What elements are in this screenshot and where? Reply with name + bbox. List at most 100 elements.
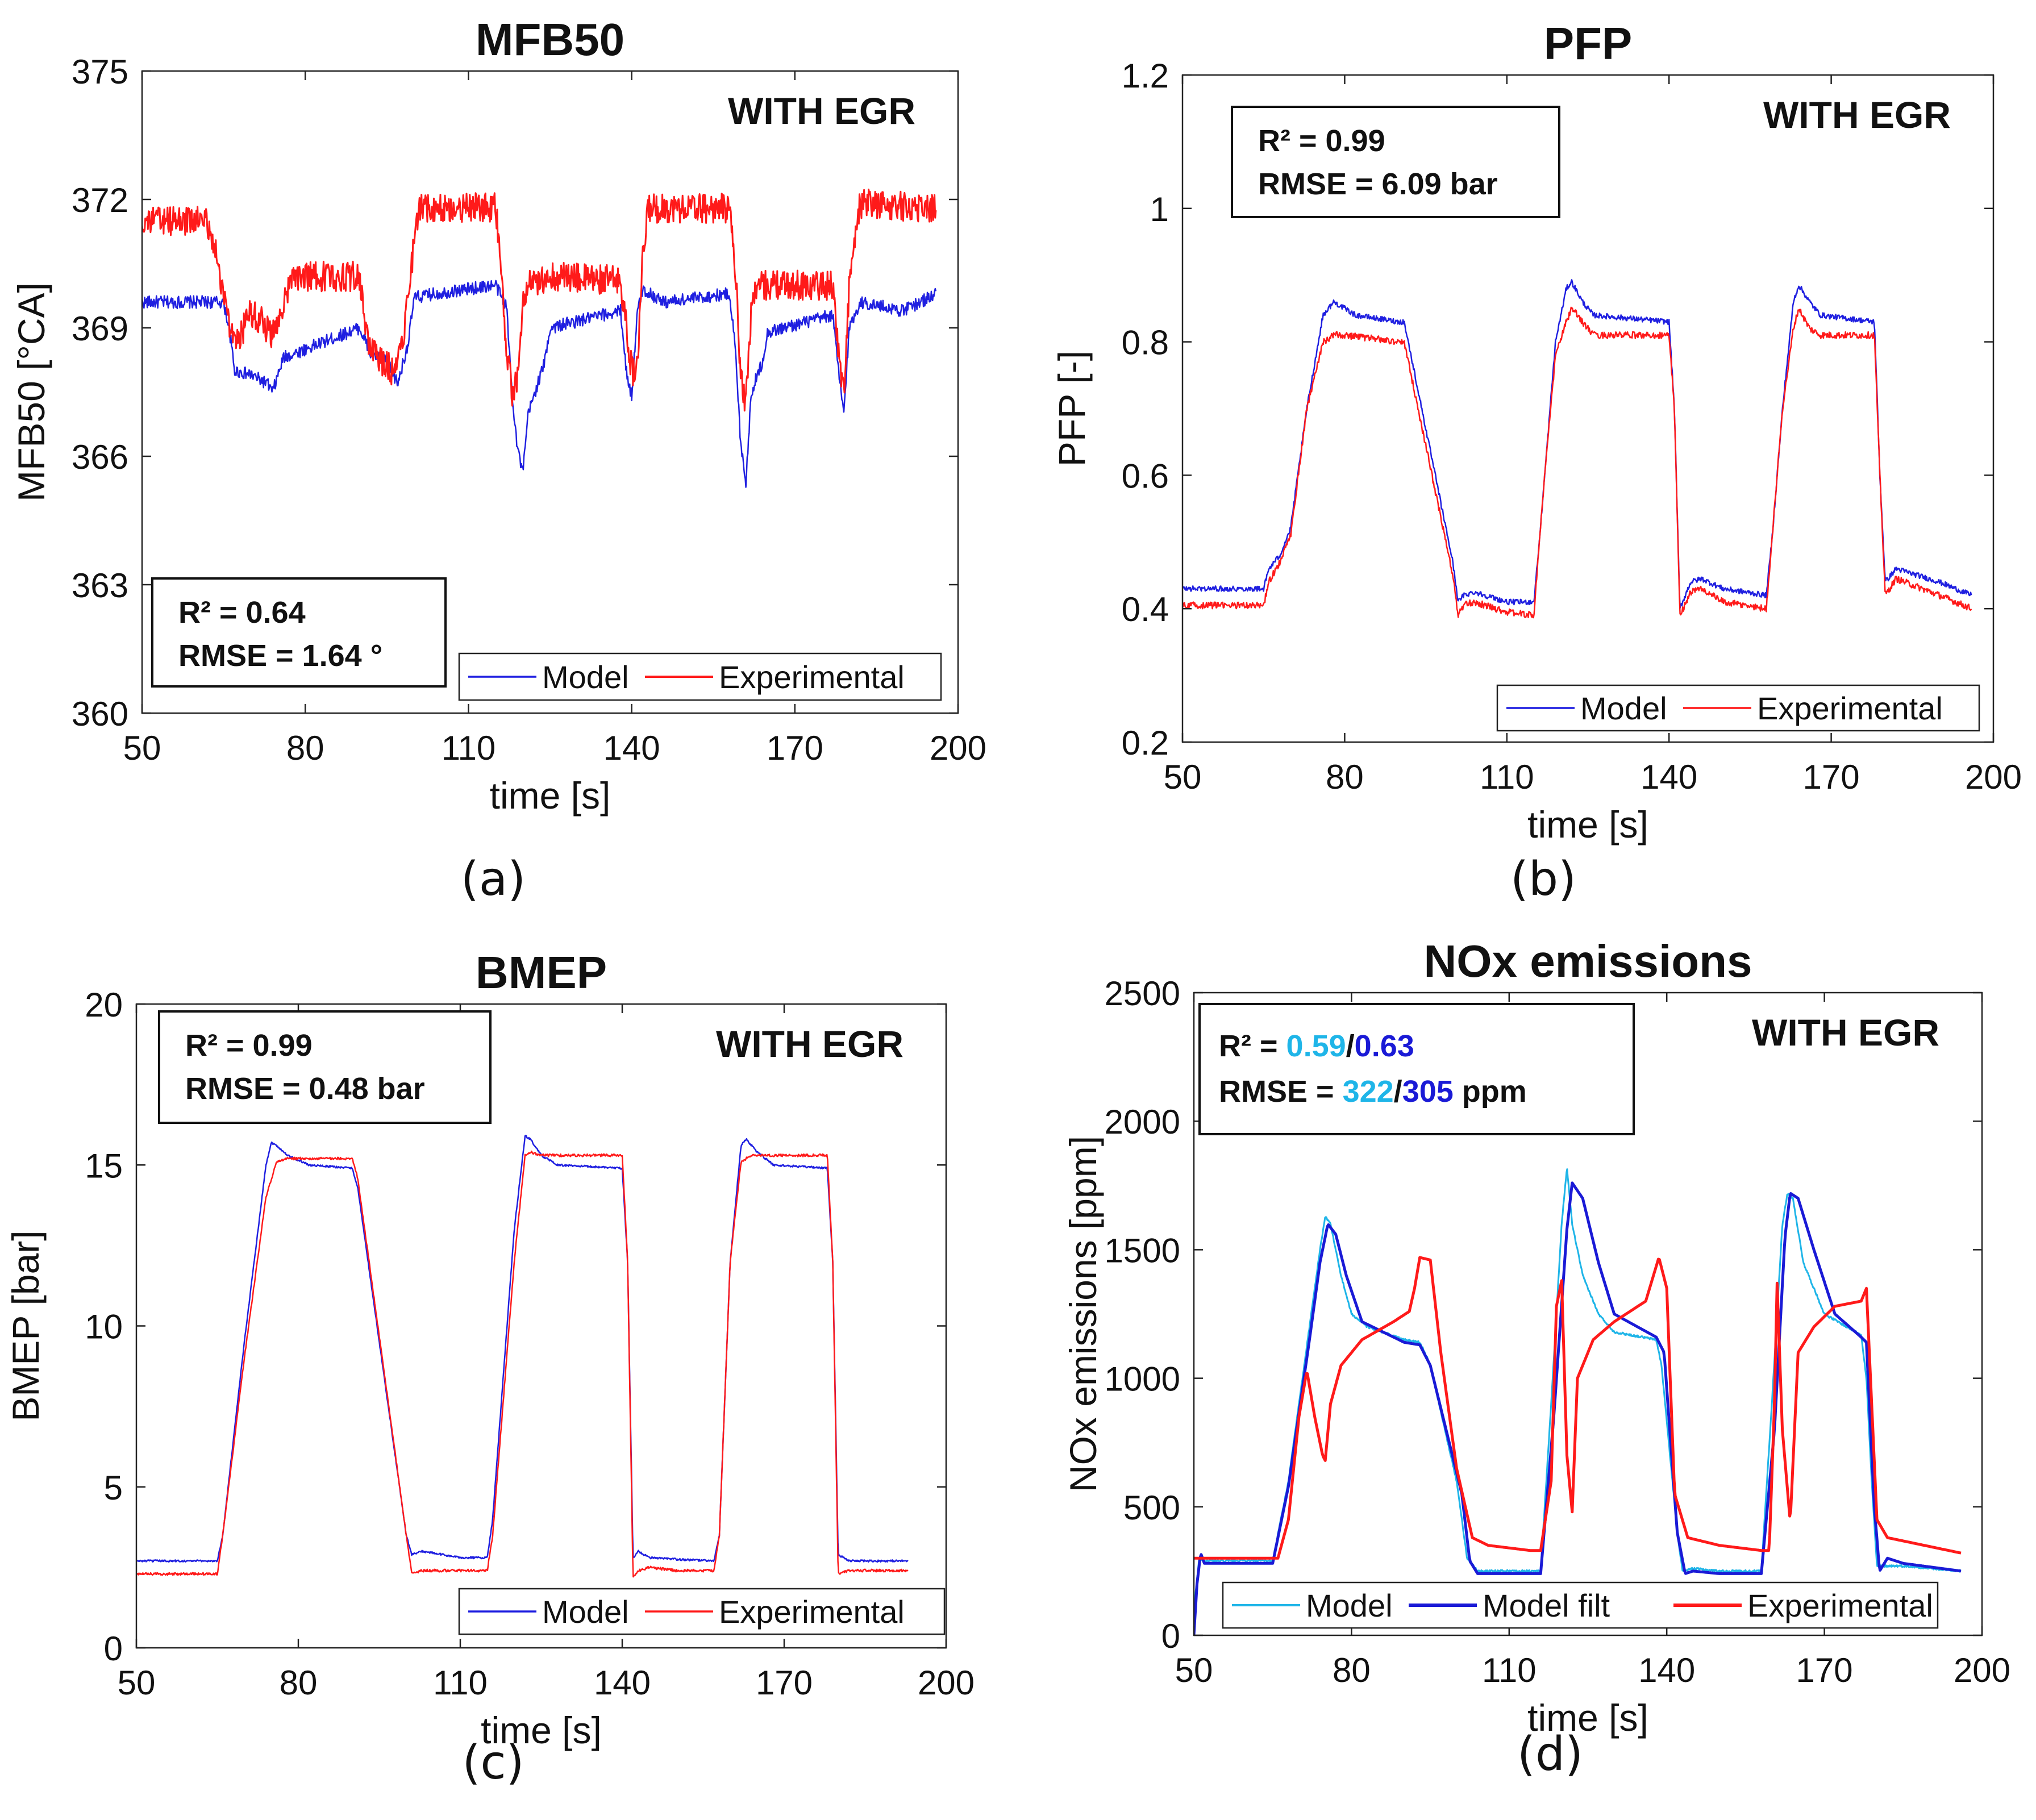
annotation-with-egr: WITH EGR [716,1023,903,1065]
y-tick-label: 363 [72,567,128,605]
chart-title: NOx emissions [1423,936,1752,986]
chart-title: BMEP [476,947,607,998]
plot-frame [1181,74,1995,743]
series-line-model [136,1134,909,1563]
stats-box [151,577,447,688]
legend-label-experimental: Experimental [719,1594,905,1630]
x-axis-label: time [s] [490,774,611,817]
panel-label: (b) [1510,852,1576,906]
legend-box [1222,1581,1939,1629]
x-axis-label: time [s] [1527,803,1648,846]
chart-panel-d: 50 80 110 140 170 20005001000150020002500NOx … [1062,936,2010,1781]
x-tick-label: 50 [118,1664,156,1702]
y-tick-label: 2000 [1105,1103,1180,1141]
rmse-model-filt: 305 [1402,1074,1454,1109]
legend-label-experimental: Experimental [1757,690,1943,726]
y-tick-label: 0.4 [1122,590,1169,628]
rmse-prefix: RMSE = [1219,1074,1343,1109]
x-tick-label: 170 [767,729,823,767]
rmse-slash: / [1394,1074,1402,1109]
y-tick-label: 0.2 [1122,724,1169,762]
y-tick-label: 1.2 [1122,57,1169,95]
y-tick-label: 0 [1161,1617,1180,1655]
y-tick-label: 366 [72,438,128,476]
chart-panel-b: 50 80 110 140 170 200 0.2 0.4 0.6 0.8 1 1.2 PFP time … [1051,18,2022,906]
x-tick-label: 80 [280,1664,318,1702]
x-tick-label: 50 [1175,1651,1213,1689]
legend-label-model: Model [1580,690,1667,726]
x-axis-label: time [s] [1527,1697,1648,1739]
series-line-model [142,280,937,488]
x-tick-label: 110 [1482,1651,1537,1689]
y-tick-label: 5 [104,1469,123,1507]
y-tick-label: 372 [72,181,128,219]
x-tick-label: 140 [594,1664,651,1702]
x-tick-label: 110 [442,729,496,767]
stats-box [1198,1003,1635,1135]
legend-label-experimental: Experimental [1747,1588,1933,1623]
y-tick-label: 0 [104,1630,123,1668]
series-line-model [1183,279,1972,609]
r2-slash: / [1346,1029,1355,1063]
x-tick-label: 170 [1803,758,1860,796]
series-line-experimental [136,1150,909,1578]
y-tick-label: 360 [72,695,128,733]
chart-title: MFB50 [476,14,624,65]
y-axis-label: BMEP [bar] [5,1230,47,1421]
y-tick-label: 1000 [1105,1360,1180,1398]
annotation-with-egr: WITH EGR [1763,94,1951,136]
panel-label: (c) [462,1736,524,1790]
x-tick-label: 170 [756,1664,813,1702]
plot-lines [142,188,937,488]
y-tick-label: 369 [72,310,128,348]
r2-value: R² = 0.59/0.63 [1219,1029,1414,1063]
series-line-model [1194,1168,1962,1610]
r2-model: 0.59 [1286,1029,1346,1063]
legend-label-model: Model [1306,1588,1393,1623]
stats-box [1231,106,1560,218]
x-tick-label: 170 [1796,1651,1853,1689]
legend-label-experimental: Experimental [719,659,905,695]
plot-lines [1183,279,1972,619]
y-tick-label: 0.6 [1122,457,1169,495]
legend-label-model: Model [542,659,629,695]
series-line-experimental [1183,306,1972,619]
y-tick-label: 10 [85,1308,123,1346]
x-tick-label: 80 [286,729,324,767]
rmse-value: RMSE = 322/305 ppm [1219,1074,1527,1109]
chart-panel-a: 50 80 110 140 170 200 360 363 366 369 372 375 MFB50 t… [10,14,986,906]
y-tick-label: 2500 [1105,974,1180,1013]
y-tick-label: 15 [85,1147,123,1185]
x-tick-label: 200 [1954,1651,2010,1689]
plot-frame [1193,992,1983,1636]
x-tick-label: 50 [123,729,161,767]
rmse-value: RMSE = 6.09 bar [1258,167,1498,201]
x-tick-label: 140 [603,729,660,767]
y-tick-label: 500 [1123,1489,1180,1527]
y-tick-label: 375 [72,53,128,91]
rmse-model: 322 [1343,1074,1394,1109]
y-tick-label: 1 [1150,190,1169,228]
rmse-unit: ppm [1454,1074,1527,1109]
r2-value: R² = 0.99 [185,1028,313,1063]
r2-value: R² = 0.99 [1258,124,1385,158]
rmse-value: RMSE = 1.64 ° [178,639,382,673]
annotation-with-egr: WITH EGR [1752,1011,1939,1053]
x-tick-label: 80 [1333,1651,1371,1689]
stats-box [158,1010,492,1124]
x-tick-label: 110 [1480,758,1534,796]
x-axis-label: time [s] [481,1709,602,1751]
y-axis-label: PFP [-] [1051,351,1093,467]
x-tick-label: 110 [433,1664,488,1702]
chart-title: PFP [1544,18,1633,69]
x-tick-label: 140 [1638,1651,1695,1689]
annotation-with-egr: WITH EGR [728,90,915,132]
x-tick-label: 200 [918,1664,975,1702]
r2-model-filt: 0.63 [1355,1029,1414,1063]
x-tick-label: 50 [1164,758,1202,796]
x-tick-label: 80 [1326,758,1364,796]
legend-label-model: Model [542,1594,629,1630]
plot-lines [136,1134,909,1578]
legend-label-model-filt: Model filt [1483,1588,1610,1623]
